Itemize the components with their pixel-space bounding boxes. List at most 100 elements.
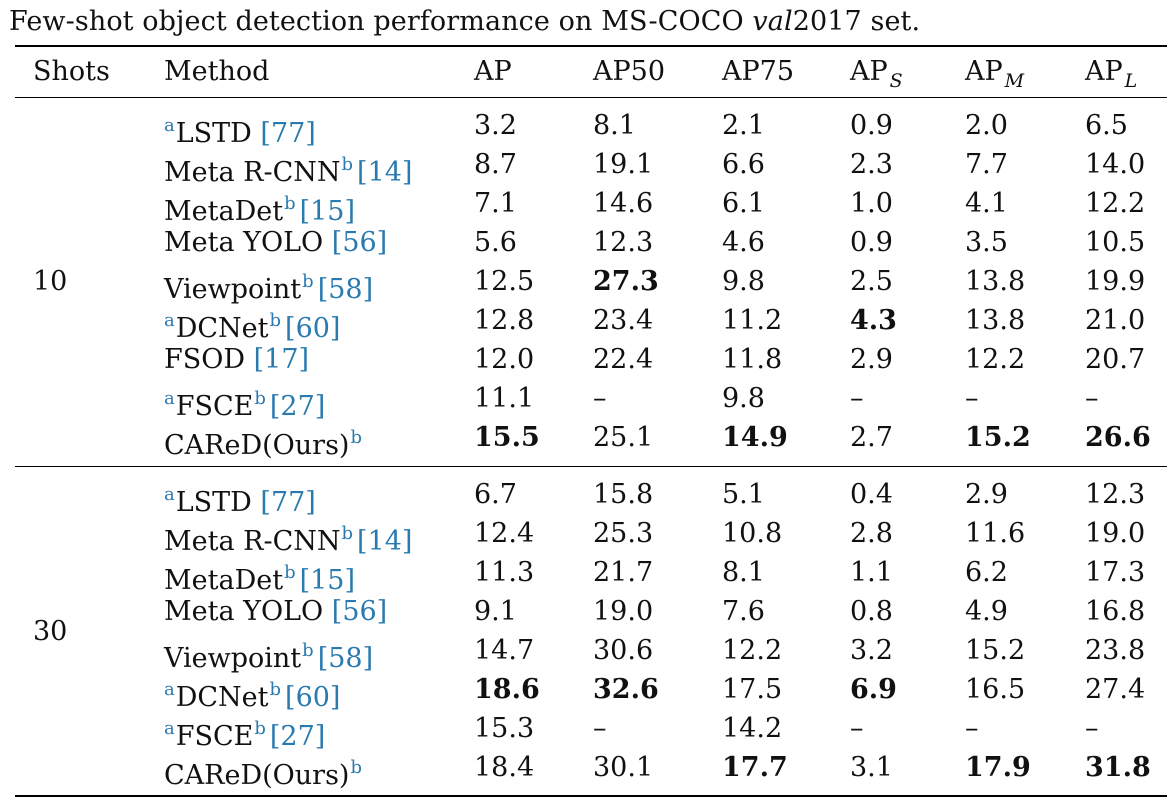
ap50-cell: 21.7 bbox=[593, 557, 654, 588]
footnote-marker: a bbox=[164, 679, 175, 700]
footnote-marker: a bbox=[164, 310, 175, 331]
ap75-cell: 5.1 bbox=[722, 479, 765, 510]
apm-cell: – bbox=[965, 383, 979, 414]
ap-cell: 3.2 bbox=[474, 110, 517, 141]
footnote-marker: b bbox=[341, 523, 354, 544]
footnote-marker: b bbox=[269, 679, 282, 700]
ap75-cell: 2.1 bbox=[722, 110, 765, 141]
aps-cell: – bbox=[850, 383, 864, 414]
shots-cell: 30 bbox=[33, 615, 68, 647]
apl-cell: 12.3 bbox=[1085, 479, 1146, 510]
caption-text-suffix: 2017 set. bbox=[792, 6, 921, 37]
footnote-marker: a bbox=[164, 484, 175, 505]
method-name: LSTD bbox=[175, 118, 252, 149]
apm-cell: 4.1 bbox=[965, 188, 1008, 219]
citation-link: [56] bbox=[331, 596, 388, 627]
footnote-marker: b bbox=[284, 193, 296, 214]
method-cell: aDCNetb [60] bbox=[164, 670, 340, 713]
citation-link: [14] bbox=[357, 157, 413, 188]
footnote-marker: b bbox=[254, 718, 266, 739]
apm-cell: 11.6 bbox=[965, 518, 1026, 549]
method-name: DCNet bbox=[175, 682, 269, 713]
method-cell: aLSTD [77] bbox=[164, 475, 316, 518]
ap75-cell: 12.2 bbox=[722, 635, 783, 666]
method-name: CAReD(Ours) bbox=[164, 760, 350, 791]
method-name: FSCE bbox=[175, 721, 254, 752]
ap50-cell: 32.6 bbox=[593, 674, 659, 705]
apl-cell: 14.0 bbox=[1085, 149, 1146, 180]
header-ap50: AP50 bbox=[593, 56, 666, 87]
apm-cell: 15.2 bbox=[965, 635, 1026, 666]
citation-link: [58] bbox=[317, 274, 374, 305]
citation-link: [27] bbox=[269, 721, 326, 752]
bottom-rule bbox=[15, 795, 1167, 797]
method-cell: Meta R-CNNb [14] bbox=[164, 145, 412, 188]
ap75-cell: 9.8 bbox=[722, 266, 765, 297]
method-name: Viewpoint bbox=[164, 274, 302, 305]
aps-cell: 0.9 bbox=[850, 227, 893, 258]
ap50-cell: 27.3 bbox=[593, 266, 659, 297]
footnote-marker: a bbox=[164, 115, 175, 136]
apl-cell: – bbox=[1085, 383, 1099, 414]
ap75-cell: 8.1 bbox=[722, 557, 765, 588]
ap50-cell: 14.6 bbox=[593, 188, 654, 219]
ap75-cell: 4.6 bbox=[722, 227, 765, 258]
aps-cell: 3.1 bbox=[850, 752, 893, 783]
ap50-cell: 30.1 bbox=[593, 752, 654, 783]
apm-cell: 3.5 bbox=[965, 227, 1008, 258]
method-name: Meta YOLO bbox=[164, 596, 324, 627]
aps-cell: 2.5 bbox=[850, 266, 893, 297]
ap-cell: 14.7 bbox=[474, 635, 535, 666]
citation-link: [60] bbox=[285, 682, 341, 713]
apl-cell: 23.8 bbox=[1085, 635, 1146, 666]
caption-italic-text: val bbox=[752, 6, 793, 37]
ap75-cell: 11.2 bbox=[722, 305, 783, 336]
method-cell: aFSCEb [27] bbox=[164, 709, 325, 752]
apm-cell: 13.8 bbox=[965, 266, 1026, 297]
header-ap: AP bbox=[474, 56, 512, 87]
aps-cell: 6.9 bbox=[850, 674, 897, 705]
ap75-cell: 6.6 bbox=[722, 149, 765, 180]
apm-cell: 12.2 bbox=[965, 344, 1026, 375]
method-name: Meta YOLO bbox=[164, 227, 324, 258]
ap75-cell: 14.2 bbox=[722, 713, 783, 744]
citation-link: [15] bbox=[299, 196, 356, 227]
apl-cell: 26.6 bbox=[1085, 422, 1151, 453]
ap-cell: 5.6 bbox=[474, 227, 517, 258]
ap75-cell: 7.6 bbox=[722, 596, 765, 627]
apl-cell: 21.0 bbox=[1085, 305, 1146, 336]
footnote-marker: b bbox=[302, 271, 314, 292]
header-aps: AP S bbox=[850, 56, 903, 92]
apl-cell: – bbox=[1085, 713, 1099, 744]
apl-cell: 27.4 bbox=[1085, 674, 1146, 705]
ap-cell: 6.7 bbox=[474, 479, 517, 510]
aps-cell: 2.3 bbox=[850, 149, 893, 180]
apm-cell: 13.8 bbox=[965, 305, 1026, 336]
apl-cell: 19.0 bbox=[1085, 518, 1146, 549]
aps-cell: 4.3 bbox=[850, 305, 897, 336]
footnote-marker: b bbox=[269, 310, 282, 331]
ap50-cell: 25.1 bbox=[593, 422, 654, 453]
ap75-cell: 10.8 bbox=[722, 518, 783, 549]
ap-cell: 12.0 bbox=[474, 344, 535, 375]
apm-cell: 2.9 bbox=[965, 479, 1008, 510]
method-name: LSTD bbox=[175, 487, 252, 518]
method-name: FSOD bbox=[164, 344, 246, 375]
method-cell: Meta YOLO [56] bbox=[164, 592, 387, 631]
method-cell: aFSCEb [27] bbox=[164, 379, 325, 422]
apm-cell: 17.9 bbox=[965, 752, 1031, 783]
method-cell: aLSTD [77] bbox=[164, 106, 316, 149]
aps-cell: 2.8 bbox=[850, 518, 893, 549]
ap75-cell: 17.7 bbox=[722, 752, 788, 783]
header-rule bbox=[15, 97, 1167, 98]
ap50-cell: 15.8 bbox=[593, 479, 654, 510]
ap-cell: 11.3 bbox=[474, 557, 535, 588]
ap75-cell: 6.1 bbox=[722, 188, 765, 219]
header-apl: AP L bbox=[1085, 56, 1138, 92]
method-name: DCNet bbox=[175, 313, 269, 344]
ap-cell: 11.1 bbox=[474, 383, 535, 414]
method-name: FSCE bbox=[175, 391, 254, 422]
footnote-marker: b bbox=[284, 562, 296, 583]
apl-cell: 12.2 bbox=[1085, 188, 1146, 219]
ap75-cell: 14.9 bbox=[722, 422, 788, 453]
